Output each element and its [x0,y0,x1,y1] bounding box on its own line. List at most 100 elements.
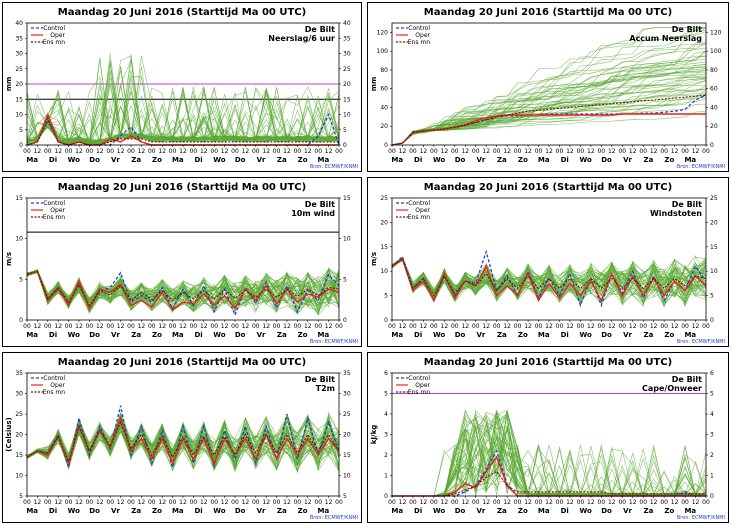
x-hour-label: 12 [399,148,407,155]
x-day-label: Vr [477,331,486,339]
x-hour-label: 00 [556,499,564,506]
x-day-label: Ma [391,507,403,515]
x-day-label: Za [644,156,654,164]
x-hour-label: 00 [451,499,459,506]
y-tick-label-left: 3 [384,432,388,439]
x-day-label: Wo [213,156,225,164]
x-hour-label: 00 [702,148,710,155]
x-day-label: Ma [391,331,403,339]
x-hour-label: 00 [65,323,73,330]
source-label: Bron: ECMWF/KNMI [310,515,358,521]
x-hour-label: 00 [514,323,522,330]
y-tick-label-right: 0 [710,317,714,324]
x-hour-label: 00 [106,499,114,506]
x-day-label: Ma [391,156,403,164]
x-day-label: Do [455,331,466,339]
meteogram-panel-3: Maandag 20 Juni 2016 (Starttijd Ma 00 UT… [2,177,362,347]
x-hour-label: 12 [221,148,229,155]
legend-entry: Control [408,25,430,32]
x-hour-label: 12 [242,148,250,155]
x-day-label: Zo [664,331,674,339]
ensemble-member-line [392,417,707,497]
x-hour-label: 00 [702,499,710,506]
x-hour-label: 12 [54,323,62,330]
location-label: De Bilt [305,25,335,34]
x-hour-label: 00 [273,499,281,506]
y-tick-label-left: 30 [15,51,23,58]
x-hour-label: 00 [231,148,239,155]
y-tick-label-left: 2 [384,452,388,459]
legend-entry: Ens mn [43,39,65,46]
y-tick-label-right: 3 [710,432,714,439]
x-hour-label: 12 [138,323,146,330]
x-hour-label: 12 [629,148,637,155]
chart-svg: Maandag 20 Juni 2016 (Starttijd Ma 00 UT… [5,357,358,521]
y-tick-label-left: 5 [19,276,23,283]
legend-entry: Control [43,375,65,382]
y-tick-label-right: 0 [710,493,714,500]
meteogram-panel-4: Maandag 20 Juni 2016 (Starttijd Ma 00 UT… [367,177,729,347]
x-hour-label: 00 [409,499,417,506]
x-hour-label: 12 [503,148,511,155]
x-hour-label: 12 [482,148,490,155]
y-tick-label-right: 2 [710,452,714,459]
x-hour-label: 12 [117,148,125,155]
y-tick-label-left: 5 [384,391,388,398]
x-hour-label: 00 [577,148,585,155]
y-tick-label-left: 10 [380,268,388,275]
x-hour-label: 12 [158,499,166,506]
y-tick-label-right: 15 [710,244,718,251]
x-day-label: Do [89,156,100,164]
y-tick-label-left: 15 [15,96,23,103]
legend-entry: Ens mn [408,214,430,221]
control-line [26,405,340,470]
parameter-label: Windstoten [650,209,702,218]
ensemble-member-line [392,417,707,497]
ensemble-member-line [391,31,707,146]
x-day-label: Ma [318,156,330,164]
legend-entry: Oper [50,382,65,389]
ensemble-member-line [391,70,707,146]
y-tick-label-left: 100 [377,48,389,55]
y-tick-label-left: 0 [384,142,388,149]
legend-entry: Ens mn [43,389,65,396]
y-tick-label-right: 15 [343,96,351,103]
x-hour-label: 12 [262,148,270,155]
x-day-label: Za [644,507,654,515]
x-day-label: Zo [298,156,308,164]
ensemble-member-line [26,420,340,473]
x-day-label: Do [235,507,246,515]
x-hour-label: 12 [325,499,333,506]
x-hour-label: 12 [524,148,532,155]
ens-mean-line [26,420,340,463]
x-hour-label: 00 [639,323,647,330]
y-tick-label-right: 35 [343,35,351,42]
ensemble-member-line [392,416,707,497]
x-hour-label: 12 [262,323,270,330]
y-tick-label-right: 40 [710,104,718,111]
x-hour-label: 12 [399,499,407,506]
ensemble-member-line [391,257,707,303]
y-tick-label-right: 10 [710,268,718,275]
x-day-label: Zo [518,507,528,515]
x-day-label: Di [414,156,422,164]
x-hour-label: 00 [535,148,543,155]
x-hour-label: 00 [210,148,218,155]
ensemble-member-line [391,66,707,146]
x-day-label: Ma [538,331,550,339]
x-hour-label: 00 [556,148,564,155]
x-hour-label: 12 [629,323,637,330]
x-hour-label: 00 [388,323,396,330]
x-day-label: Wo [68,331,80,339]
y-tick-label-left: 10 [15,112,23,119]
x-day-label: Do [601,507,612,515]
x-day-label: Di [561,331,569,339]
x-hour-label: 12 [482,499,490,506]
x-hour-label: 12 [545,323,553,330]
ensemble-member-line [392,415,707,497]
x-day-label: Wo [68,156,80,164]
location-label: De Bilt [672,375,702,384]
x-day-label: Za [497,507,507,515]
x-hour-label: 00 [169,148,177,155]
